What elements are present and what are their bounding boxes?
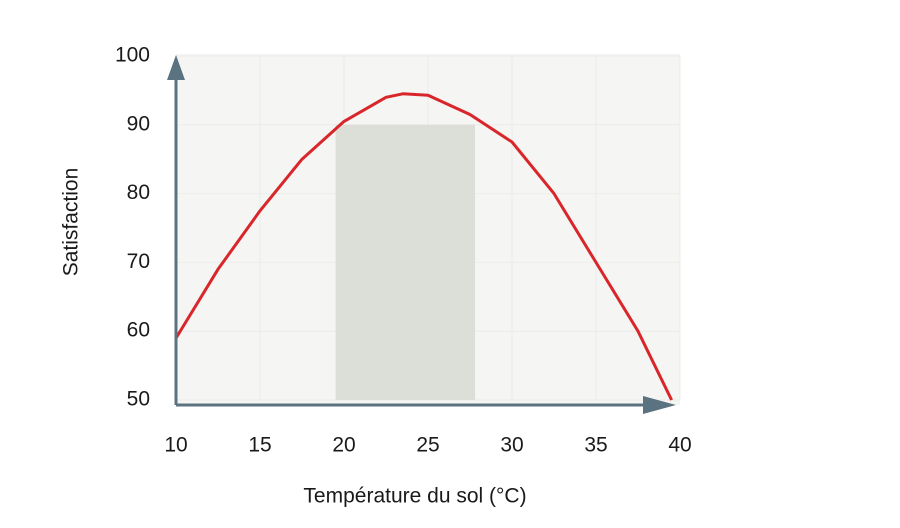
x-tick-label: 15 xyxy=(248,434,271,457)
y-axis-title: Satisfaction xyxy=(60,168,83,277)
y-tick-label: 50 xyxy=(127,388,150,411)
y-tick-label: 80 xyxy=(127,181,150,204)
x-tick-label: 10 xyxy=(164,434,187,457)
optimal-band xyxy=(335,124,476,401)
curve xyxy=(174,92,673,401)
y-tick-label: 70 xyxy=(127,250,150,273)
x-tick-label: 35 xyxy=(584,434,607,457)
x-axis-arrow xyxy=(643,396,676,414)
y-axis-arrow xyxy=(167,55,185,80)
y-tick-label: 100 xyxy=(115,44,150,67)
x-tick-label: 30 xyxy=(500,434,523,457)
x-axis-title: Température du sol (°C) xyxy=(303,485,526,508)
y-tick-label: 60 xyxy=(127,319,150,342)
y-tick-label: 90 xyxy=(127,112,150,135)
x-tick-label: 25 xyxy=(416,434,439,457)
x-tick-label: 20 xyxy=(332,434,355,457)
x-tick-label: 40 xyxy=(668,434,691,457)
